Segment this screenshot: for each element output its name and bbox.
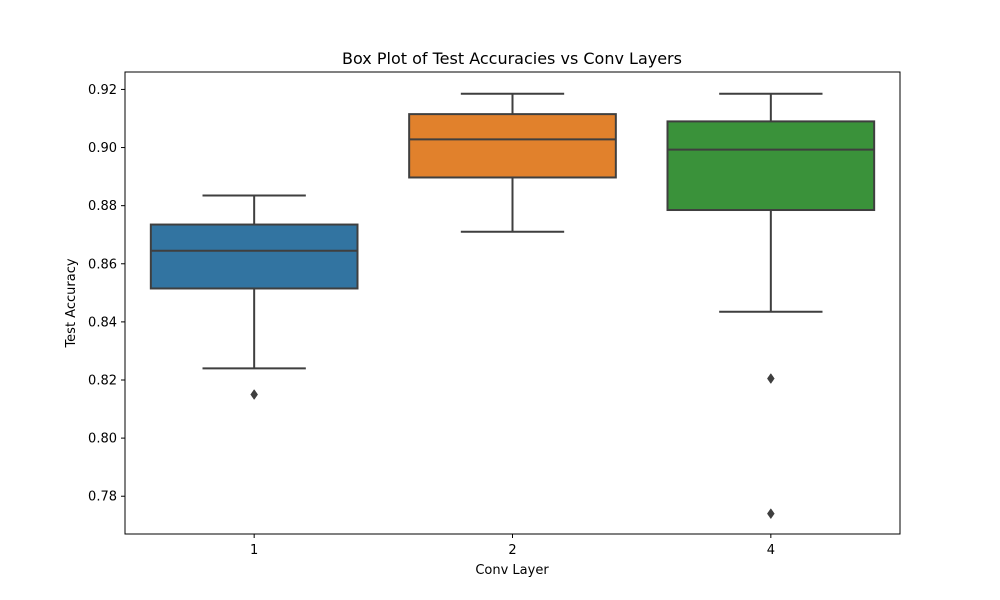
x-tick-label: 2 [508,543,516,558]
x-tick-label: 4 [767,543,775,558]
plot-frame [124,71,901,535]
boxes-layer [149,92,876,520]
chart-title: Box Plot of Test Accuracies vs Conv Laye… [342,49,682,68]
y-tick-label: 0.86 [88,257,117,272]
outlier-point [250,389,258,400]
box-iqr [666,120,876,212]
y-tick-label: 0.78 [88,490,117,505]
y-tick-label: 0.88 [88,199,117,214]
box-group-2 [408,92,617,233]
box-group-1 [149,194,359,400]
outlier-point [767,373,775,384]
y-axis-label: Test Accuracy [64,258,79,348]
y-axis-ticks: 0.78 0.80 0.82 0.84 0.86 0.88 0.90 0.92 [88,83,125,505]
y-tick-label: 0.92 [88,83,117,98]
box-iqr [149,223,359,290]
outlier-point [767,508,775,520]
y-tick-label: 0.84 [88,315,117,330]
box-group-4 [666,92,876,520]
box-iqr [408,113,617,179]
y-tick-label: 0.80 [88,432,117,447]
x-axis-label: Conv Layer [475,563,549,578]
x-axis-ticks: 1 2 4 [250,534,775,558]
y-tick-label: 0.82 [88,374,117,389]
x-tick-label: 1 [250,543,258,558]
y-tick-label: 0.90 [88,141,117,156]
